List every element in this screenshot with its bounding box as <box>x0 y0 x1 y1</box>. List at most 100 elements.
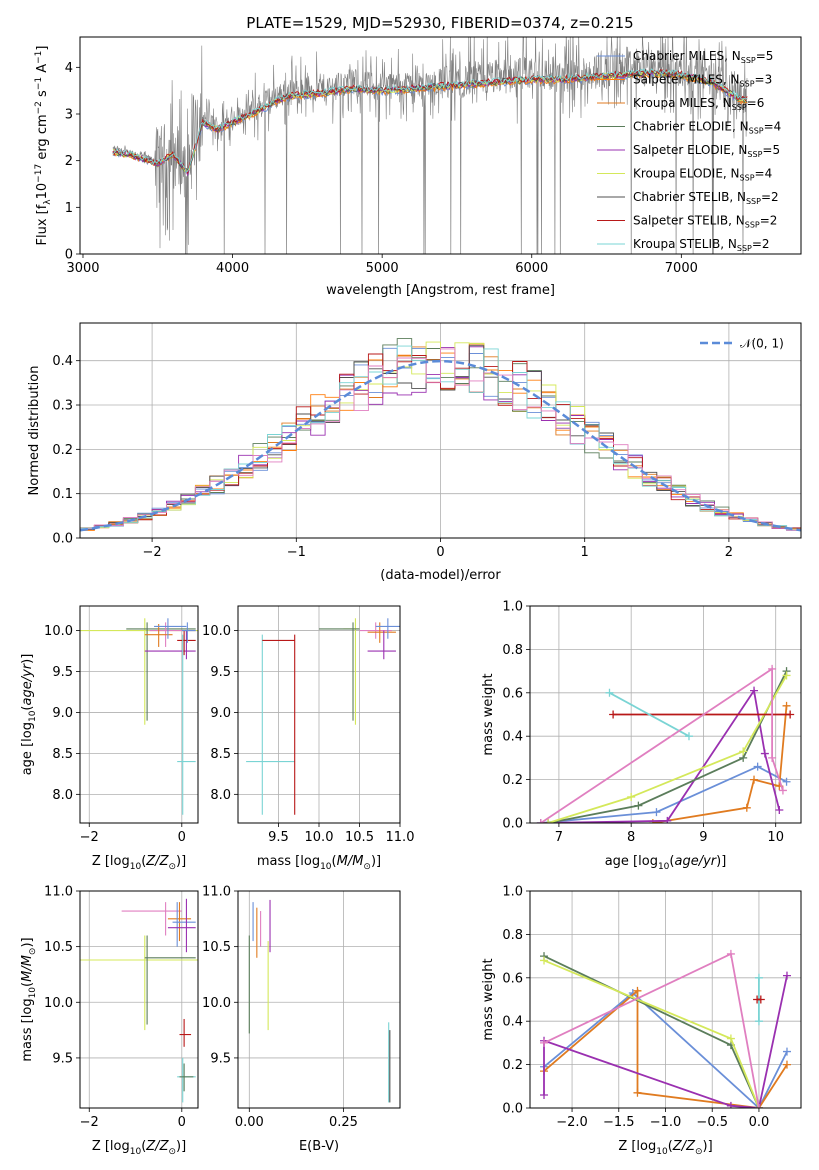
x-tick-label: 0.25 <box>329 1115 358 1130</box>
mass-vs-ebv-panel: 0.00 0.25 9.5 10.0 10.5 11.0 E(B-V) <box>202 885 401 1154</box>
label-part: −17 <box>34 164 44 183</box>
label-part: Z/Z <box>145 854 169 869</box>
label-part: )] <box>716 854 726 869</box>
spectrum-title: PLATE=1529, MJD=52930, FIBERID=0374, z=0… <box>246 14 633 32</box>
y-tick-label: 10.5 <box>44 940 73 955</box>
y-tick-label: 11.0 <box>44 885 73 900</box>
weight-marker <box>540 1090 549 1099</box>
label-part: 10 <box>130 1147 142 1157</box>
observed-spectrum-line <box>112 37 748 254</box>
x-tick-label: 10.5 <box>345 830 374 845</box>
x-tick-label: 9 <box>699 830 707 845</box>
x-tick-label: 9.5 <box>268 830 289 845</box>
axes-border <box>529 605 802 824</box>
legend-entry: Chabrier MILES, NSSP=5 <box>633 49 773 65</box>
label-part: s <box>35 90 50 101</box>
y-axis-label: mass weight <box>481 958 496 1040</box>
weight-marker <box>663 816 672 823</box>
label-part: Kroupa MILES, N <box>633 96 732 110</box>
label-part: Z [log <box>618 1139 656 1154</box>
label-part: mass [log <box>257 854 320 869</box>
label-part: =4 <box>764 120 782 134</box>
legend-entry: Kroupa STELIB, NSSP=2 <box>633 237 770 253</box>
label-part: ⊙ <box>168 862 176 872</box>
x-tick-label: 1 <box>581 545 589 560</box>
grid-lines <box>80 890 198 1108</box>
label-part: )] <box>176 854 186 869</box>
label-part: ⊙ <box>168 1147 176 1157</box>
label-part: SSP <box>746 197 761 206</box>
weight-marker <box>753 762 762 771</box>
label-part: age/yr <box>674 854 717 869</box>
age-vs-mass-panel: 9.5 10.0 10.5 11.0 8.0 8.5 9.0 9.5 10.0 mass [log… <box>202 605 415 872</box>
label-part: =4 <box>755 167 773 181</box>
label-part: M/M <box>337 854 364 869</box>
x-axis-label: mass [log10(M/M⊙)] <box>257 854 381 872</box>
y-tick-label: 0.4 <box>52 354 73 369</box>
label-part: Kroupa ELODIE, N <box>633 167 740 181</box>
weight-marker <box>726 1101 735 1108</box>
label-part: =5 <box>756 49 774 63</box>
label-part: SSP <box>740 80 755 89</box>
label-part: age [log <box>20 722 35 775</box>
label-part: SSP <box>740 174 755 183</box>
y-tick-label: 8.5 <box>52 747 73 762</box>
y-tick-label: 10.5 <box>202 940 231 955</box>
label-part: )] <box>371 854 381 869</box>
y-tick-label: 0.3 <box>52 399 73 414</box>
model-spectrum-line <box>112 68 748 172</box>
x-tick-label: 0.0 <box>749 1115 770 1130</box>
weight-line <box>547 674 788 823</box>
weight-marker <box>782 1060 791 1069</box>
axes-frame: −2.0 −1.5 −1.0 −0.5 0.0 0.0 0.2 0.4 0.6 0.8 1.0 Z [… <box>481 885 802 1157</box>
label-part: )] <box>703 1139 713 1154</box>
weight-marker <box>633 986 642 995</box>
label-part: SSP <box>737 244 752 253</box>
x-axis-label: Z [log10(Z/Z⊙)] <box>92 1139 186 1157</box>
weight-marker <box>739 747 748 756</box>
label-part: SSP <box>747 150 762 159</box>
y-tick-label: 8.0 <box>52 788 73 803</box>
x-tick-label: 10.0 <box>305 830 334 845</box>
label-part: Salpeter STELIB, N <box>633 214 745 228</box>
y-tick-label: 8.0 <box>210 788 231 803</box>
y-tick-label: 9.5 <box>210 1051 231 1066</box>
histogram-step <box>80 348 801 531</box>
age-vs-metallicity-panel: −2 08.08.59.09.510.0Z [log10(Z/Z⊙)]age [l… <box>20 605 199 872</box>
axes-frame: 9.5 10.0 10.5 11.0 8.0 8.5 9.0 9.5 10.0 mass [log… <box>202 605 415 872</box>
weight-marker <box>742 803 751 812</box>
label-part: ( <box>20 982 35 987</box>
weight-marker <box>768 753 777 762</box>
legend-entry: Kroupa MILES, NSSP=6 <box>633 96 764 112</box>
label-part: age [log <box>605 854 658 869</box>
label-part: ( <box>668 1139 673 1154</box>
weight-marker <box>778 786 787 795</box>
weight-marker <box>754 973 763 982</box>
label-part: SSP <box>749 127 764 136</box>
label-part: ⊙ <box>28 948 38 956</box>
x-axis-label: Z [log10(Z/Z⊙)] <box>92 854 186 872</box>
weight-marker <box>782 701 791 710</box>
label-part: 10 <box>658 862 670 872</box>
weight-line <box>543 955 760 1108</box>
axes-frame: −2 −1 0 1 2 0.0 0.1 0.2 0.3 0.4 (data-model)/error… <box>27 322 802 583</box>
label-part: SSP <box>741 56 756 65</box>
weight-marker <box>605 688 614 697</box>
weight-marker <box>782 1047 791 1056</box>
label-part: λ <box>43 199 53 205</box>
y-tick-label: 2 <box>65 154 73 169</box>
x-tick-label: 0.00 <box>235 1115 264 1130</box>
label-part: 10 <box>28 987 38 999</box>
label-part: =2 <box>752 237 770 251</box>
weight-vs-metallicity-panel: −2.0 −1.5 −1.0 −0.5 0.0 0.0 0.2 0.4 0.6 0.8 1.0 Z [… <box>481 885 802 1157</box>
x-tick-label: 11.0 <box>386 830 415 845</box>
histogram-step <box>80 353 801 529</box>
weight-marker <box>760 749 769 758</box>
spectrum-panel: 3000 4000 5000 6000 7000 0 1 2 3 4 wavelength [Ang… <box>34 36 802 298</box>
grid-lines <box>80 606 198 823</box>
weight-marker <box>544 819 553 823</box>
weight-line <box>543 991 788 1108</box>
weight-marker <box>652 808 661 817</box>
weight-marker <box>756 995 765 1004</box>
x-tick-label: −1.5 <box>603 1115 635 1130</box>
